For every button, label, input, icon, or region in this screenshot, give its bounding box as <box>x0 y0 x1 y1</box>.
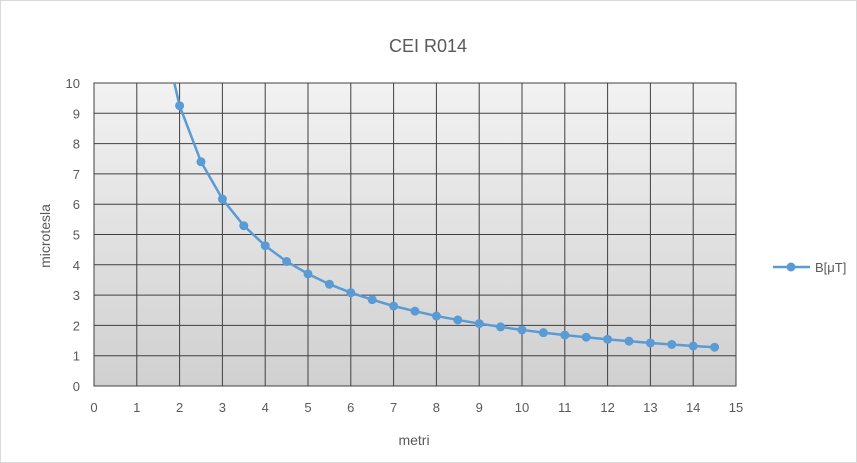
y-tick-label: 7 <box>73 167 80 182</box>
data-point <box>282 256 292 266</box>
data-point <box>389 301 399 311</box>
data-point <box>410 306 420 316</box>
x-tick-label: 13 <box>643 400 657 415</box>
data-point <box>239 221 249 231</box>
x-tick-label: 2 <box>176 400 183 415</box>
x-tick-label: 1 <box>133 400 140 415</box>
grid-lines <box>93 82 737 387</box>
y-tick-label: 0 <box>73 379 80 394</box>
legend-label: B[μT] <box>815 260 846 275</box>
data-point <box>624 336 634 346</box>
x-tick-label: 15 <box>729 400 743 415</box>
data-point <box>346 288 356 298</box>
y-tick-label: 5 <box>73 228 80 243</box>
x-tick-label: 12 <box>600 400 614 415</box>
data-point <box>453 315 463 325</box>
data-point <box>367 295 377 305</box>
data-point <box>260 241 270 251</box>
y-tick-label: 3 <box>73 288 80 303</box>
y-tick-label: 9 <box>73 106 80 121</box>
series-layer <box>173 83 720 352</box>
x-tick-label: 0 <box>90 400 97 415</box>
x-tick-label: 10 <box>515 400 529 415</box>
data-point <box>560 330 570 340</box>
x-tick-label: 8 <box>433 400 440 415</box>
x-axis-label: metri <box>398 432 429 448</box>
x-tick-label: 6 <box>347 400 354 415</box>
x-tick-label: 4 <box>262 400 269 415</box>
x-tick-label: 3 <box>219 400 226 415</box>
y-axis-label: microtesla <box>37 204 53 268</box>
data-point <box>175 101 185 111</box>
y-tick-label: 2 <box>73 318 80 333</box>
data-point <box>688 341 698 351</box>
data-point <box>496 322 506 332</box>
x-tick-labels: 0 1 2 3 4 5 6 7 8 9 10 11 12 13 14 15 <box>90 400 743 415</box>
x-tick-label: 5 <box>304 400 311 415</box>
data-point <box>710 342 720 352</box>
x-tick-label: 11 <box>558 400 572 415</box>
legend: B[μT] <box>773 260 846 275</box>
data-point <box>538 328 548 338</box>
data-point <box>324 279 334 289</box>
data-point <box>474 319 484 329</box>
data-point <box>667 339 677 349</box>
data-point <box>581 332 591 342</box>
x-tick-label: 14 <box>686 400 700 415</box>
y-tick-labels: 0 1 2 3 4 5 6 7 8 9 10 <box>66 76 80 394</box>
y-tick-label: 1 <box>73 349 80 364</box>
y-tick-label: 8 <box>73 137 80 152</box>
data-point <box>196 157 206 167</box>
y-tick-label: 10 <box>66 76 80 91</box>
data-point <box>431 311 441 321</box>
data-point <box>645 338 655 348</box>
x-tick-label: 9 <box>476 400 483 415</box>
y-tick-label: 6 <box>73 197 80 212</box>
x-tick-label: 7 <box>390 400 397 415</box>
data-point <box>303 269 313 279</box>
legend-marker-icon <box>786 262 796 272</box>
y-tick-label: 4 <box>73 258 80 273</box>
data-point <box>517 325 527 335</box>
plot-border <box>93 82 737 387</box>
data-point <box>217 194 227 204</box>
data-point <box>603 334 613 344</box>
chart-title: CEI R014 <box>389 36 467 56</box>
